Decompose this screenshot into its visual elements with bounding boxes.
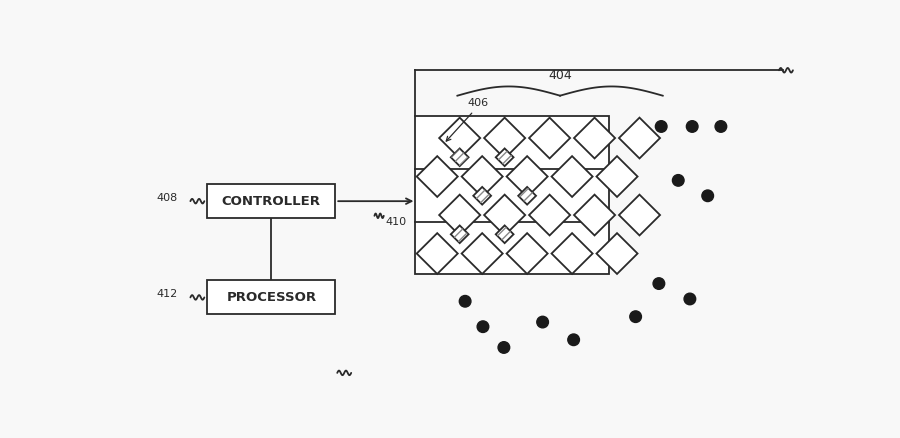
Text: CONTROLLER: CONTROLLER: [222, 194, 321, 208]
Polygon shape: [529, 118, 570, 159]
Polygon shape: [439, 194, 481, 236]
Circle shape: [630, 311, 642, 322]
Polygon shape: [484, 194, 526, 236]
Circle shape: [536, 316, 548, 328]
Circle shape: [477, 321, 489, 332]
Polygon shape: [619, 194, 660, 236]
Polygon shape: [439, 118, 481, 159]
Circle shape: [498, 342, 509, 353]
Text: 412: 412: [157, 290, 178, 299]
Polygon shape: [552, 156, 592, 197]
Circle shape: [702, 190, 714, 201]
Circle shape: [684, 293, 696, 305]
Text: 404: 404: [548, 69, 572, 82]
Circle shape: [655, 121, 667, 132]
Polygon shape: [462, 233, 503, 274]
Polygon shape: [597, 233, 637, 274]
Polygon shape: [574, 194, 615, 236]
Polygon shape: [507, 156, 548, 197]
Polygon shape: [496, 226, 514, 243]
Polygon shape: [484, 118, 526, 159]
Bar: [415, 117, 608, 274]
Text: 406: 406: [467, 98, 489, 108]
Polygon shape: [473, 187, 491, 205]
Polygon shape: [518, 187, 536, 205]
Polygon shape: [417, 233, 458, 274]
Polygon shape: [451, 226, 469, 243]
Bar: [207, 184, 336, 218]
Polygon shape: [462, 156, 503, 197]
Polygon shape: [451, 148, 469, 166]
Polygon shape: [619, 118, 660, 159]
Circle shape: [687, 121, 698, 132]
Circle shape: [568, 334, 580, 346]
Polygon shape: [529, 194, 570, 236]
Circle shape: [653, 278, 665, 290]
Polygon shape: [597, 156, 637, 197]
Text: 410: 410: [385, 217, 407, 227]
Polygon shape: [417, 156, 458, 197]
Polygon shape: [507, 233, 548, 274]
Text: PROCESSOR: PROCESSOR: [226, 291, 317, 304]
Bar: [207, 280, 336, 314]
Circle shape: [672, 175, 684, 186]
Text: 408: 408: [157, 193, 178, 203]
Polygon shape: [574, 118, 615, 159]
Polygon shape: [496, 148, 514, 166]
Polygon shape: [552, 233, 592, 274]
Circle shape: [716, 121, 726, 132]
Circle shape: [459, 296, 471, 307]
